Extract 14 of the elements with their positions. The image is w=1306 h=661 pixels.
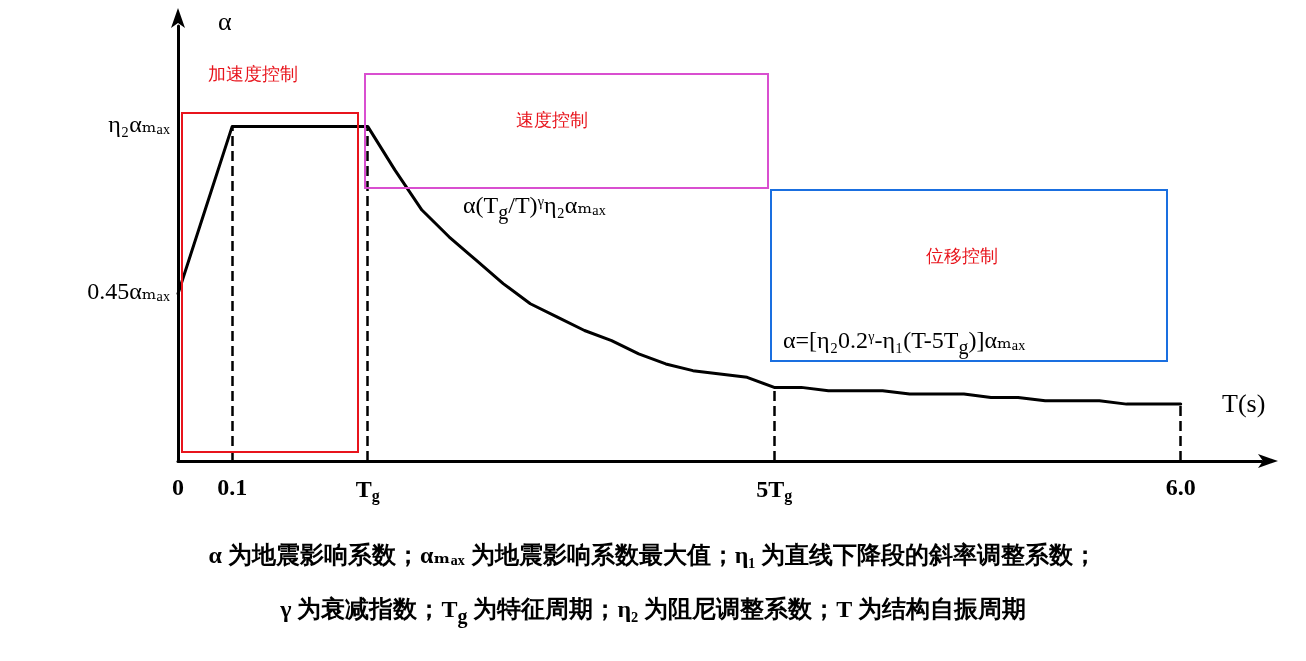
- y-axis-title: α: [218, 6, 232, 36]
- annotation: α=[η₂0.2ᵞ-η₁(T-5T$_{g}$)]αₘₐₓ: [783, 326, 1026, 359]
- annotation: 速度控制: [516, 110, 588, 132]
- text: α 为地震影响系数；αₘₐₓ 为地震影响系数最大值；η₁ 为直线下降段的斜率调整系数；: [207, 541, 1099, 570]
- x-tick-label: 0.1: [217, 474, 248, 500]
- text: γ 为衰减指数；T$_{g}$ 为特征周期；η₂ 为阻尼调整系数；T 为结构自振周期: [279, 595, 1027, 630]
- text: 加速度控制: [208, 64, 298, 86]
- text: η₂αₘₐₓ: [108, 109, 170, 139]
- x-tick-label: 6.0: [1165, 474, 1196, 500]
- x-tick-label: 0: [172, 474, 184, 500]
- annotation: α(T$_{g}$/T)ᵞη₂αₘₐₓ: [463, 191, 606, 224]
- x-axis-title: T(s): [1222, 388, 1266, 418]
- text: 0.45αₘₐₓ: [87, 276, 170, 306]
- annotation: 位移控制: [926, 246, 998, 268]
